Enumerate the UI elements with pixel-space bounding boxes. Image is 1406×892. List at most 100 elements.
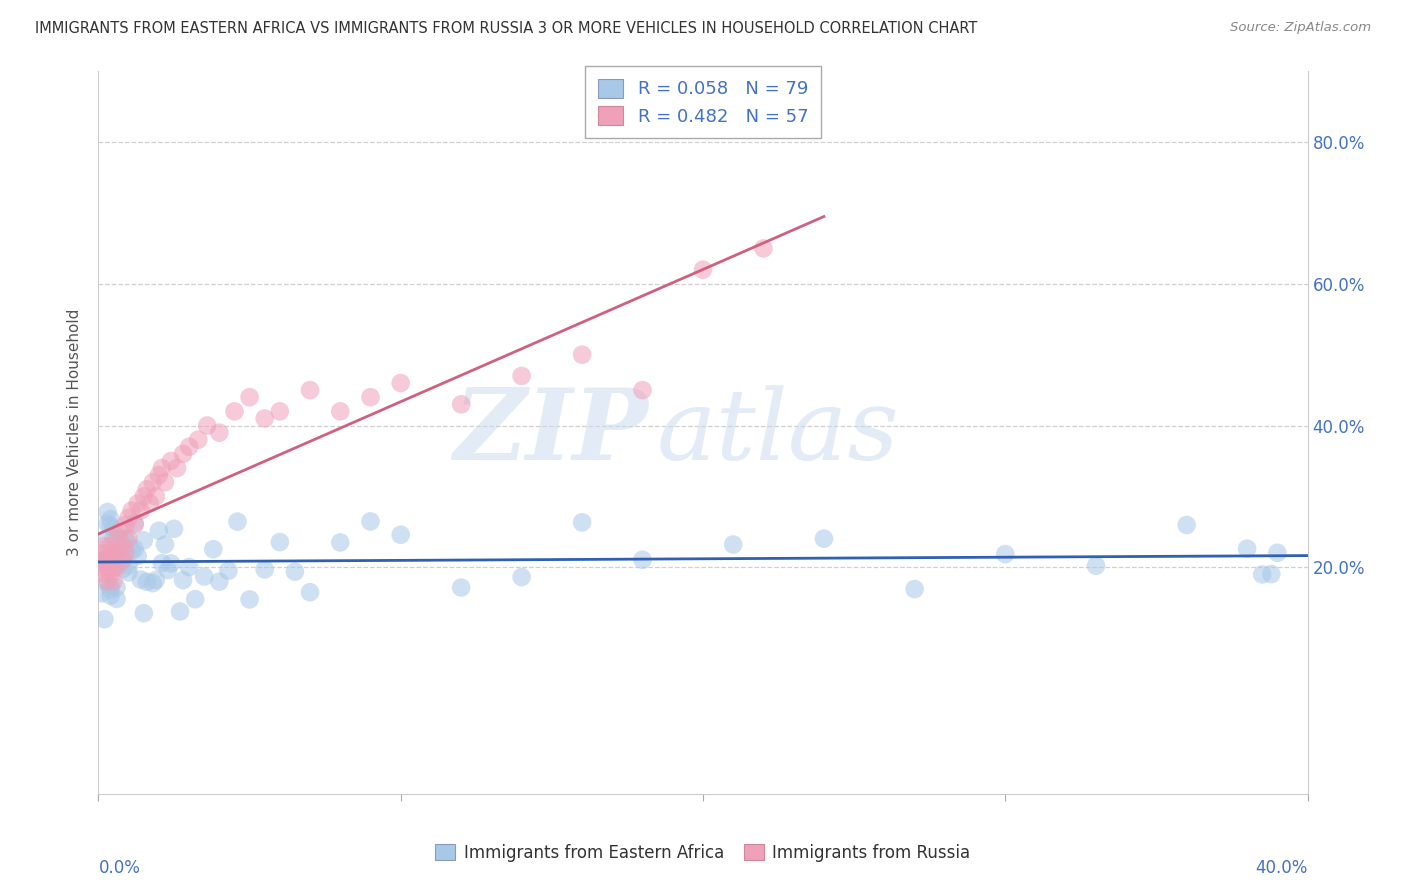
Point bbox=[114, 546, 136, 560]
Point bbox=[111, 562, 134, 576]
Point bbox=[132, 489, 155, 503]
Point bbox=[105, 560, 128, 574]
Point bbox=[93, 554, 115, 568]
Point bbox=[96, 574, 118, 589]
Point bbox=[239, 592, 262, 607]
Text: ZIP: ZIP bbox=[454, 384, 648, 481]
Point bbox=[179, 440, 201, 454]
Point bbox=[284, 565, 307, 579]
Point bbox=[253, 411, 276, 425]
Point bbox=[96, 553, 118, 567]
Point bbox=[692, 262, 714, 277]
Point bbox=[179, 560, 201, 574]
Point bbox=[100, 589, 122, 603]
Point bbox=[160, 557, 183, 571]
Point bbox=[142, 475, 165, 490]
Point bbox=[100, 579, 122, 593]
Point bbox=[1251, 567, 1274, 582]
Point bbox=[752, 242, 775, 256]
Point bbox=[224, 404, 246, 418]
Point bbox=[132, 533, 155, 548]
Point bbox=[114, 542, 136, 557]
Point bbox=[299, 585, 322, 599]
Point bbox=[193, 569, 215, 583]
Point bbox=[631, 553, 654, 567]
Point bbox=[127, 496, 149, 510]
Point bbox=[360, 390, 382, 404]
Point bbox=[90, 586, 112, 600]
Point bbox=[114, 533, 136, 548]
Point bbox=[994, 547, 1017, 561]
Point bbox=[100, 567, 122, 582]
Point bbox=[96, 576, 118, 591]
Point bbox=[96, 516, 118, 531]
Point bbox=[108, 546, 131, 560]
Point bbox=[1260, 567, 1282, 582]
Point bbox=[172, 447, 194, 461]
Point bbox=[118, 510, 141, 524]
Point bbox=[1267, 546, 1289, 560]
Point bbox=[239, 390, 262, 404]
Point bbox=[108, 532, 131, 546]
Point bbox=[139, 496, 162, 510]
Point bbox=[96, 505, 118, 519]
Point bbox=[148, 468, 170, 483]
Point bbox=[145, 573, 167, 587]
Point bbox=[813, 532, 835, 546]
Point bbox=[111, 553, 134, 567]
Point bbox=[114, 517, 136, 532]
Point bbox=[124, 516, 146, 530]
Text: 40.0%: 40.0% bbox=[1256, 859, 1308, 877]
Text: Source: ZipAtlas.com: Source: ZipAtlas.com bbox=[1230, 21, 1371, 35]
Point bbox=[631, 383, 654, 397]
Point bbox=[108, 524, 131, 539]
Point bbox=[208, 574, 231, 589]
Point bbox=[111, 550, 134, 565]
Point bbox=[226, 515, 249, 529]
Point bbox=[150, 556, 173, 570]
Point bbox=[96, 546, 118, 560]
Point bbox=[105, 532, 128, 546]
Point bbox=[93, 556, 115, 570]
Point bbox=[145, 489, 167, 503]
Legend: Immigrants from Eastern Africa, Immigrants from Russia: Immigrants from Eastern Africa, Immigran… bbox=[429, 838, 977, 869]
Point bbox=[360, 515, 382, 529]
Point bbox=[118, 558, 141, 573]
Point bbox=[124, 517, 146, 532]
Point bbox=[103, 546, 125, 560]
Point bbox=[127, 549, 149, 563]
Point bbox=[142, 576, 165, 591]
Point bbox=[105, 580, 128, 594]
Point bbox=[100, 539, 122, 553]
Point bbox=[93, 553, 115, 567]
Point bbox=[100, 512, 122, 526]
Point bbox=[135, 483, 157, 497]
Point bbox=[1085, 558, 1108, 573]
Point bbox=[450, 581, 472, 595]
Point bbox=[93, 612, 115, 626]
Point bbox=[217, 564, 239, 578]
Point bbox=[118, 566, 141, 580]
Point bbox=[202, 542, 225, 557]
Point bbox=[96, 551, 118, 566]
Point bbox=[105, 542, 128, 557]
Point bbox=[329, 535, 352, 549]
Point bbox=[156, 563, 179, 577]
Text: IMMIGRANTS FROM EASTERN AFRICA VS IMMIGRANTS FROM RUSSIA 3 OR MORE VEHICLES IN H: IMMIGRANTS FROM EASTERN AFRICA VS IMMIGR… bbox=[35, 21, 977, 37]
Point bbox=[103, 522, 125, 536]
Point bbox=[389, 376, 412, 390]
Point bbox=[187, 433, 209, 447]
Point bbox=[129, 503, 152, 517]
Point bbox=[132, 606, 155, 620]
Point bbox=[166, 461, 188, 475]
Point bbox=[208, 425, 231, 440]
Point bbox=[121, 543, 143, 558]
Point bbox=[571, 348, 593, 362]
Point bbox=[172, 573, 194, 587]
Point bbox=[103, 531, 125, 545]
Point bbox=[124, 542, 146, 557]
Point bbox=[100, 519, 122, 533]
Point bbox=[723, 537, 745, 551]
Point bbox=[389, 528, 412, 542]
Point bbox=[135, 574, 157, 589]
